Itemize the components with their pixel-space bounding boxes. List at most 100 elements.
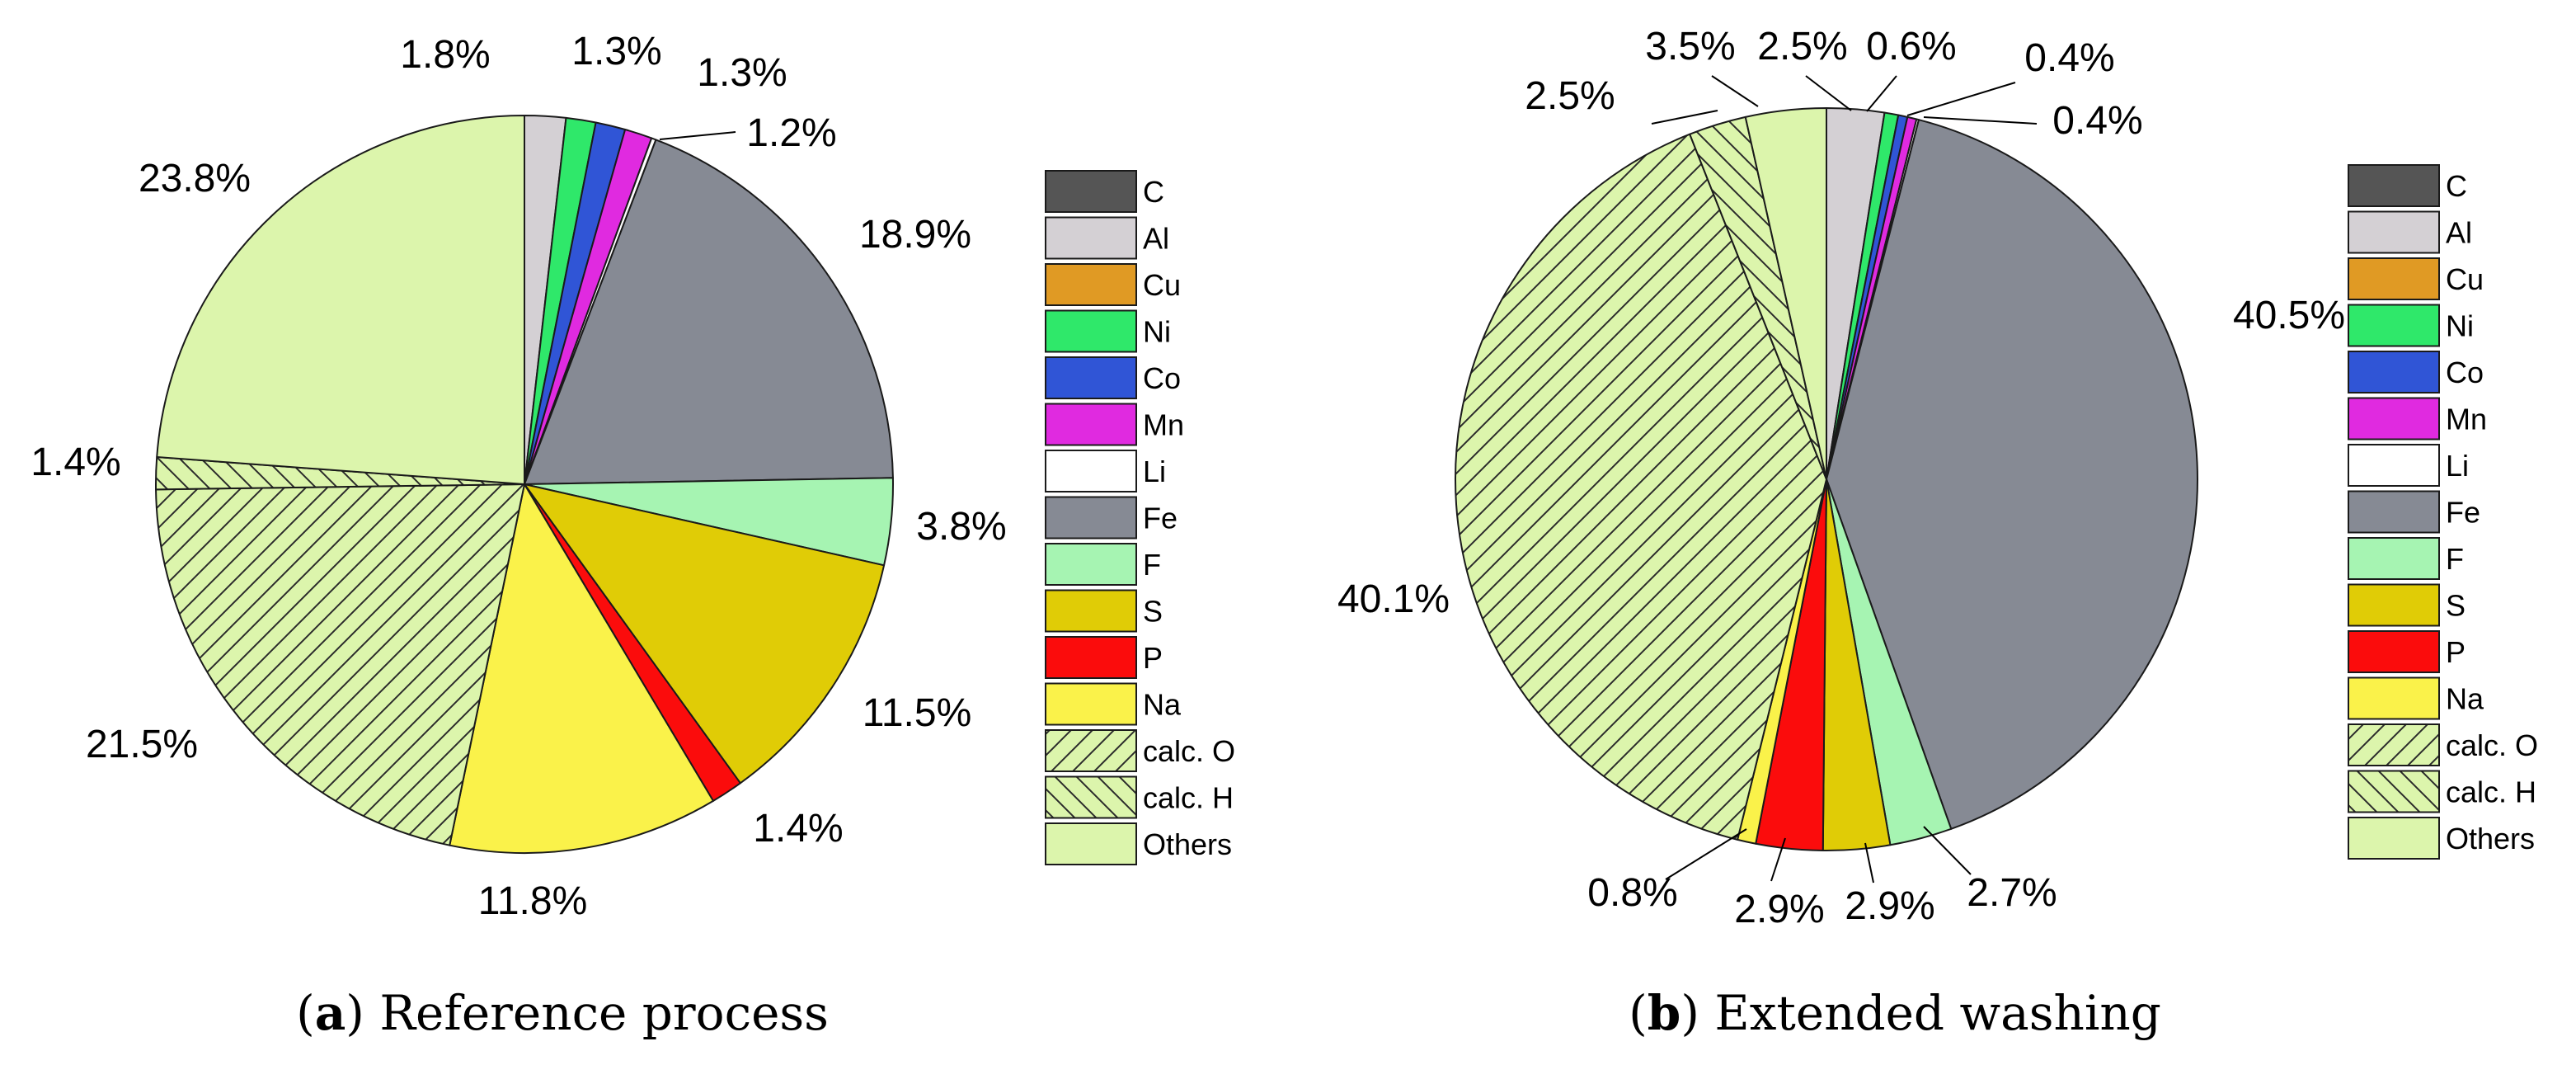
caption-text: Extended washing: [1714, 985, 2160, 1041]
pie-slices: [1455, 107, 2198, 851]
legend-swatch-li: [2348, 444, 2440, 487]
data-label-calc-h: 2.5%: [1525, 74, 1615, 118]
legend-swatch-na: [2348, 676, 2440, 720]
caption: (b) Extended washing: [1629, 985, 2161, 1041]
caption-letter: a: [315, 985, 346, 1041]
legend-swatch-c: [1045, 170, 1137, 213]
legend-swatch-f: [2348, 537, 2440, 580]
data-label-co: 1.3%: [697, 51, 787, 95]
data-label-al: 1.8%: [400, 33, 490, 77]
pie-slice-others: [156, 115, 525, 485]
data-label-fe: 40.5%: [2233, 294, 2345, 337]
data-label-al: 2.5%: [1757, 25, 1847, 68]
data-label-fe: 18.9%: [859, 213, 971, 257]
legend-swatch-ni: [1045, 309, 1137, 353]
legend-swatch-mn: [2348, 397, 2440, 441]
legend-label-co: Co: [1143, 361, 1181, 395]
data-label-na: 0.8%: [1587, 871, 1677, 915]
leader-line-p: [1770, 837, 1786, 882]
legend-label-f: F: [1143, 548, 1161, 582]
leader-line-co: [1906, 82, 2016, 116]
data-label-ni: 1.3%: [571, 30, 661, 73]
legend-label-calc-o: calc. O: [2446, 728, 2538, 762]
legend-label-fe: Fe: [2446, 496, 2480, 530]
legend-label-mn: Mn: [2446, 403, 2487, 436]
caption: (a) Reference process: [296, 985, 829, 1041]
legend-label-na: Na: [2446, 682, 2484, 716]
pie-slice-others: [1744, 107, 1827, 480]
pie-labels: 1.8% 1.3% 1.3% 1.2% 18.9% 3.8% 11.5% 1.4% 11.8% 2…: [31, 30, 1006, 923]
legend-swatch-calc-o: [2348, 723, 2440, 766]
legend-label-c: C: [2446, 169, 2467, 203]
data-label-ni: 0.6%: [1866, 25, 1956, 68]
legend-label-s: S: [2446, 589, 2466, 623]
legend-label-li: Li: [2446, 449, 2469, 483]
data-label-p: 2.9%: [1734, 888, 1824, 931]
legend-swatch-s: [2348, 583, 2440, 627]
legend-label-cu: Cu: [1143, 268, 1181, 302]
legend: C Al Cu Ni Co Mn Li Fe FSP Na calc. O calc. H Others: [2348, 164, 2538, 860]
pie-slices: [155, 115, 894, 854]
legend-label-others: Others: [1143, 827, 1232, 861]
pie-slice-fe: [524, 139, 894, 485]
data-label-f: 3.8%: [916, 505, 1006, 549]
caption-text: Reference process: [379, 985, 829, 1041]
legend-swatch-co: [2348, 351, 2440, 393]
data-label-s: 2.9%: [1845, 884, 1934, 928]
data-label-others: 3.5%: [1645, 25, 1735, 68]
data-label-co: 0.4%: [2024, 36, 2114, 80]
legend-swatch-li: [1045, 450, 1137, 492]
leader-line-others: [1711, 75, 1759, 107]
data-label-mn: 0.4%: [2052, 99, 2142, 143]
leader-line-mn: [659, 131, 736, 140]
legend-label-c: C: [1143, 175, 1164, 209]
legend-swatch-calc-o: [1045, 729, 1137, 772]
legend-swatch-fe: [2348, 490, 2440, 534]
leader-line-calc-h: [1651, 110, 1718, 125]
legend-swatch-cu: [1045, 263, 1137, 306]
legend-label-f: F: [2446, 542, 2464, 576]
legend-swatch-p: [1045, 636, 1137, 679]
legend-label-li: Li: [1143, 455, 1166, 488]
caption-letter: b: [1648, 985, 1681, 1041]
leader-line-s: [1864, 842, 1874, 884]
pie-slice-s: [524, 483, 886, 785]
legend-swatch-s: [1045, 589, 1137, 633]
legend-label-p: P: [2446, 635, 2466, 669]
data-label-mn: 1.2%: [746, 111, 836, 155]
legend-label-s: S: [1143, 595, 1163, 629]
legend-label-calc-h: calc. H: [1143, 781, 1234, 815]
leader-line-al: [1805, 75, 1852, 111]
legend-label-al: Al: [2446, 216, 2472, 250]
legend-swatch-al: [2348, 210, 2440, 254]
legend-label-mn: Mn: [1143, 408, 1184, 442]
leader-line-na: [1665, 828, 1747, 880]
legend-swatch-others: [1045, 822, 1137, 865]
pie-slice-na: [449, 483, 714, 854]
legend-label-ni: Ni: [2446, 309, 2474, 343]
legend-label-others: Others: [2446, 822, 2535, 855]
data-label-calc-h: 1.4%: [31, 441, 120, 484]
legend-swatch-others: [2348, 817, 2440, 860]
legend-swatch-cu: [2348, 257, 2440, 300]
data-label-calc-o: 40.1%: [1337, 577, 1450, 621]
legend-swatch-calc-h: [2348, 770, 2440, 813]
data-label-f: 2.7%: [1967, 871, 2057, 915]
legend-swatch-ni: [2348, 304, 2440, 347]
legend-label-al: Al: [1143, 222, 1169, 256]
pie-slice-calc-o: [155, 483, 525, 846]
pie-panel-reference: 1.8% 1.3% 1.3% 1.2% 18.9% 3.8% 11.5% 1.4% 11.8% 2…: [31, 30, 1235, 1041]
legend-label-na: Na: [1143, 688, 1182, 722]
legend-label-co: Co: [2446, 356, 2484, 389]
data-label-others: 23.8%: [139, 157, 251, 200]
data-label-s: 11.5%: [863, 691, 972, 735]
legend-swatch-calc-h: [1045, 775, 1137, 819]
legend-swatch-c: [2348, 164, 2440, 207]
data-label-na: 11.8%: [478, 879, 588, 923]
legend-swatch-al: [1045, 216, 1137, 260]
legend-swatch-mn: [1045, 403, 1137, 446]
legend-swatch-p: [2348, 630, 2440, 673]
pie-slice-calc-o: [1455, 133, 1827, 841]
data-label-calc-o: 21.5%: [86, 723, 198, 766]
